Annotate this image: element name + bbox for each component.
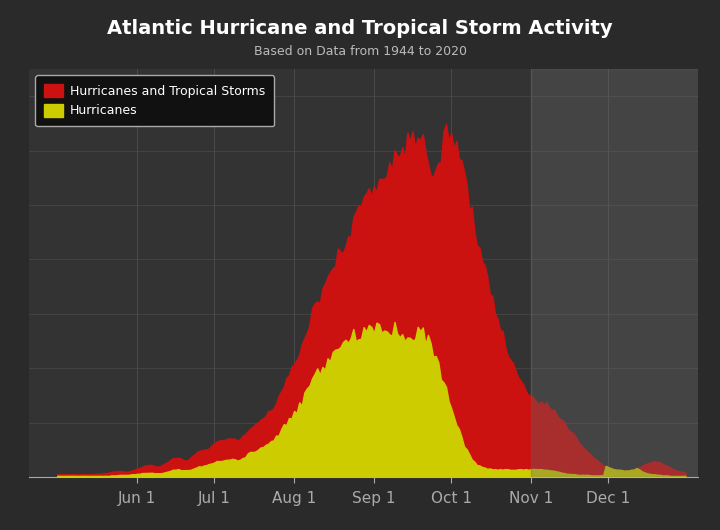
Text: Atlantic Hurricane and Tropical Storm Activity: Atlantic Hurricane and Tropical Storm Ac…	[107, 19, 613, 38]
Bar	[531, 69, 720, 477]
Legend: Hurricanes and Tropical Storms, Hurricanes: Hurricanes and Tropical Storms, Hurrican…	[35, 75, 274, 126]
Text: Based on Data from 1944 to 2020: Based on Data from 1944 to 2020	[253, 45, 467, 58]
